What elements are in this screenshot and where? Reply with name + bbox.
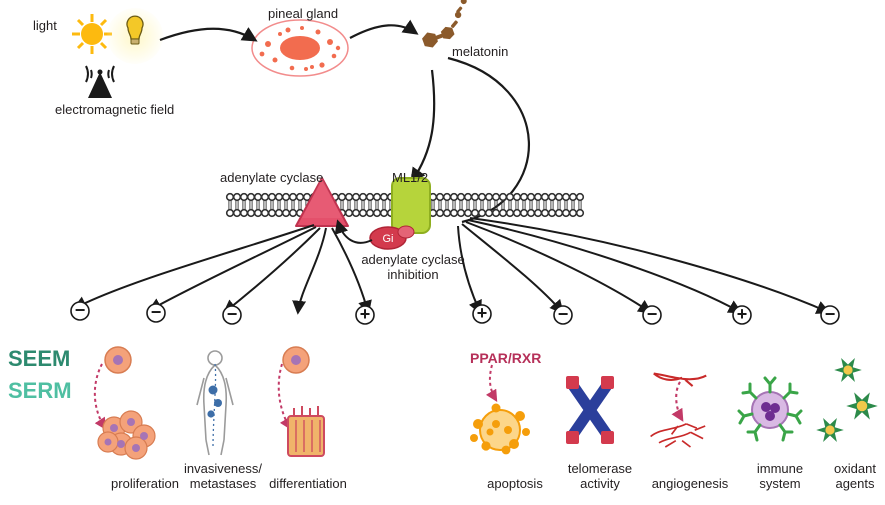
telomerase-icon xyxy=(566,376,614,444)
label-light: light xyxy=(33,18,57,33)
invasiveness-icon xyxy=(197,351,233,455)
label-ml12: ML1/2 xyxy=(392,170,428,185)
lightbulb-icon xyxy=(107,8,163,64)
svg-text:+: + xyxy=(477,303,488,323)
svg-text:−: − xyxy=(75,300,86,320)
svg-text:Gi: Gi xyxy=(383,233,394,245)
sun-icon xyxy=(72,14,112,54)
arrow-gi-inhibits-ac xyxy=(338,222,372,243)
differentiation-icon xyxy=(279,347,324,456)
angiogenesis-icon xyxy=(651,374,707,448)
proliferation-icon xyxy=(95,347,155,459)
pineal-gland-icon xyxy=(252,20,348,76)
label-differentiation: differentiation xyxy=(258,476,358,491)
emf-icon xyxy=(86,66,114,98)
arrow-pineal-to-melatonin xyxy=(350,25,416,38)
svg-text:−: − xyxy=(825,304,836,324)
svg-text:−: − xyxy=(227,304,238,324)
label-oxidant: oxidant agents xyxy=(820,461,885,491)
label-seem: SEEM xyxy=(8,346,70,372)
label-pineal: pineal gland xyxy=(268,6,338,21)
label-melatonin: melatonin xyxy=(452,44,508,59)
melatonin-icon xyxy=(414,0,478,50)
label-telomerase: telomerase activity xyxy=(555,461,645,491)
svg-text:−: − xyxy=(151,302,162,322)
label-apoptosis: apoptosis xyxy=(475,476,555,491)
label-adenylate-inhib: adenylate cyclase inhibition xyxy=(348,252,478,282)
label-serm: SERM xyxy=(8,378,72,404)
apoptosis-icon xyxy=(470,365,530,454)
svg-text:+: + xyxy=(737,304,748,324)
arrow-melatonin-to-ml xyxy=(412,70,434,181)
label-adenylate: adenylate cyclase xyxy=(220,170,323,185)
label-ppar: PPAR/RXR xyxy=(470,350,541,366)
arrow-melatonin-long xyxy=(448,58,529,222)
label-angiogenesis: angiogenesis xyxy=(645,476,735,491)
arrow-ppar-to-apoptosis xyxy=(490,365,496,400)
membrane xyxy=(227,194,584,217)
svg-text:−: − xyxy=(558,304,569,324)
immune-icon xyxy=(739,378,801,440)
ml12-receptor-icon xyxy=(392,178,430,233)
left-fan xyxy=(75,225,368,312)
label-emf: electromagnetic field xyxy=(55,102,174,117)
arrow-light-to-pineal xyxy=(160,29,255,40)
label-invasiveness: invasiveness/ metastases xyxy=(178,461,268,491)
svg-text:−: − xyxy=(647,304,658,324)
gi-protein-icon: Gi xyxy=(370,226,414,249)
adenylate-cyclase-icon xyxy=(296,178,348,226)
svg-text:+: + xyxy=(360,304,371,324)
right-fan xyxy=(458,218,828,312)
label-proliferation: proliferation xyxy=(105,476,185,491)
label-immune: immune system xyxy=(740,461,820,491)
oxidant-icon xyxy=(816,358,878,442)
